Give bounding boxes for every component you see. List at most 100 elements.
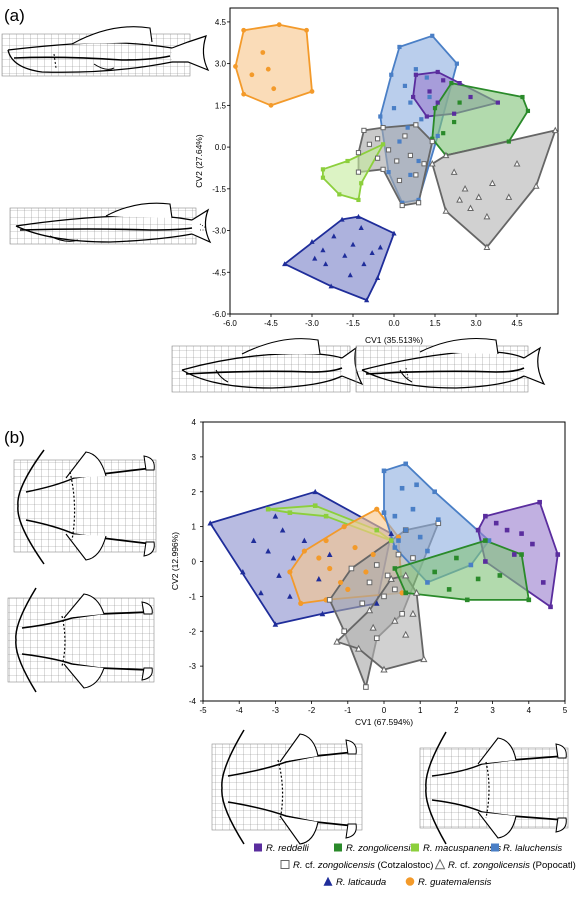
data-point-laluchensis (389, 72, 394, 77)
data-point-laticauda (276, 572, 282, 578)
y-tick-label: 1 (192, 523, 197, 532)
data-point-reddelli (495, 100, 500, 105)
legend-marker (323, 876, 333, 886)
data-point-macuspanensis (320, 167, 326, 172)
data-point-popocatl (505, 193, 513, 200)
head-deformation-grid-bottom-right (419, 731, 569, 845)
data-point-macuspanensis (356, 197, 361, 203)
data-point-laluchensis (430, 33, 435, 38)
data-point-laticauda (309, 238, 315, 244)
data-point-macuspanensis (312, 503, 318, 508)
data-point-guatemalensis (260, 50, 266, 55)
data-point-macuspanensis (323, 513, 329, 519)
data-point-guatemalensis (298, 600, 304, 606)
legend-label: R. laluchensis (503, 843, 562, 854)
legend-species: reddelli (278, 843, 310, 854)
data-point-reddelli (530, 541, 535, 547)
data-point-reddelli (441, 78, 446, 83)
y-tick-label: -1 (189, 592, 197, 601)
data-point-laluchensis (436, 517, 441, 522)
data-point-reddelli (540, 580, 546, 585)
data-point-popocatl (461, 185, 469, 192)
legend-item-reddelli: R. reddelli (254, 843, 310, 854)
data-point-laticauda (361, 261, 367, 267)
data-point-guatemalensis (265, 66, 271, 72)
data-point-laticauda (319, 610, 326, 617)
legend-species: guatemalensis (430, 877, 492, 888)
data-point-laluchensis (432, 489, 437, 495)
data-point-laticauda (320, 247, 326, 253)
convex-hull-laticauda (283, 215, 395, 302)
legend-species: macuspanensis (435, 843, 501, 854)
data-point-zongolicensis (432, 106, 438, 111)
legend-item-cf-zongolicensis: R. cf. zongolicensis (Popocatl) (434, 858, 576, 871)
data-point-guatemalensis (249, 72, 255, 78)
data-point-guatemalensis (316, 555, 322, 561)
data-point-reddelli (468, 94, 473, 100)
data-point-laticauda (312, 488, 319, 495)
x-tick-label: -5 (199, 706, 207, 715)
data-point-laluchensis (378, 114, 383, 119)
data-point-laticauda (326, 551, 333, 557)
data-point-cotzalostoc (413, 122, 419, 128)
data-point-reddelli (483, 513, 488, 519)
data-point-cotzalostoc (380, 166, 386, 172)
y-tick-label: 4.5 (215, 18, 227, 27)
data-point-laluchensis (397, 44, 402, 50)
data-point-reddelli (411, 94, 416, 100)
legend-genus: R. (448, 860, 460, 871)
data-point-laticauda (388, 530, 395, 537)
data-point-reddelli (424, 114, 429, 119)
x-tick-label: 1 (418, 706, 423, 715)
data-point-cotzalostoc (363, 684, 369, 690)
legend-marker (254, 843, 262, 852)
data-point-laluchensis (391, 106, 397, 111)
data-point-laticauda (339, 216, 345, 222)
data-point-zongolicensis (432, 569, 437, 575)
data-point-popocatl (402, 630, 410, 638)
data-point-guatemalensis (352, 544, 358, 551)
data-point-reddelli (435, 69, 440, 75)
legend-item-laluchensis: R. laluchensis (491, 843, 562, 854)
data-point-zongolicensis (441, 131, 446, 136)
x-tick-label: -3 (272, 706, 280, 715)
fish-deformation-grid-upper-left (1, 26, 210, 77)
data-point-laticauda (290, 555, 297, 561)
x-tick-label: 4 (527, 706, 532, 715)
data-point-cotzalostoc (361, 127, 367, 134)
legend-label: R. reddelli (266, 843, 310, 854)
data-point-reddelli (519, 531, 524, 536)
data-point-laticauda (207, 520, 214, 526)
data-point-zongolicensis (449, 81, 454, 86)
data-point-guatemalensis (241, 27, 247, 33)
data-point-laluchensis (427, 94, 432, 100)
data-point-laluchensis (424, 75, 429, 80)
data-point-reddelli (475, 527, 481, 533)
legend-genus: R. (266, 843, 278, 854)
data-point-laticauda (391, 230, 397, 236)
data-point-laluchensis (414, 482, 419, 488)
data-point-guatemalensis (287, 569, 293, 575)
data-point-reddelli (413, 72, 418, 77)
data-point-cotzalostoc (384, 572, 391, 579)
legend-label: R. zongolicensis (346, 843, 415, 854)
data-point-guatemalensis (370, 551, 376, 558)
legend-genus: R. (423, 843, 435, 854)
legend-marker (280, 860, 290, 869)
legend-species: laticauda (348, 877, 386, 888)
x-tick-label: -1.5 (346, 319, 360, 328)
data-point-reddelli (457, 81, 462, 86)
data-point-reddelli (555, 552, 561, 557)
y-tick-label: 2 (192, 488, 197, 497)
data-point-guatemalensis (345, 586, 351, 593)
data-point-laticauda (358, 225, 364, 230)
x-tick-label: 0 (382, 706, 387, 715)
data-point-zongolicensis (454, 555, 459, 561)
data-point-macuspanensis (345, 158, 350, 164)
data-point-laticauda (347, 272, 353, 278)
legend-label: R. guatemalensis (418, 877, 492, 888)
data-point-guatemalensis (241, 91, 247, 97)
data-point-cotzalostoc (326, 597, 333, 603)
